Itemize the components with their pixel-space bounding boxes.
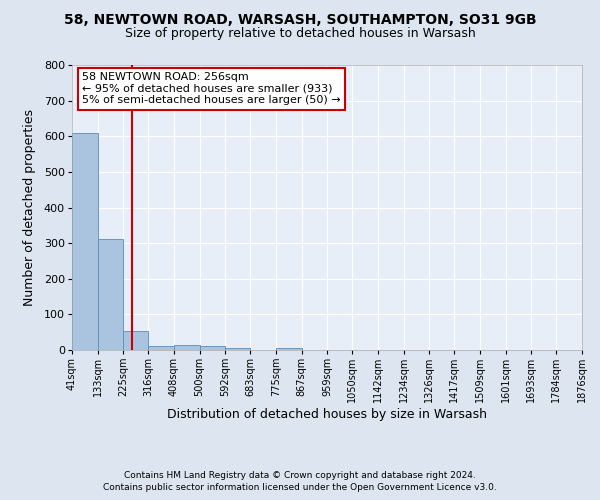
- Text: Size of property relative to detached houses in Warsash: Size of property relative to detached ho…: [125, 28, 475, 40]
- Bar: [123, 332, 148, 350]
- Bar: [174, 346, 200, 350]
- Text: 58 NEWTOWN ROAD: 256sqm
← 95% of detached houses are smaller (933)
5% of semi-de: 58 NEWTOWN ROAD: 256sqm ← 95% of detache…: [82, 72, 341, 106]
- Text: Contains HM Land Registry data © Crown copyright and database right 2024.: Contains HM Land Registry data © Crown c…: [124, 471, 476, 480]
- Bar: [276, 348, 302, 350]
- Bar: [98, 239, 123, 350]
- Bar: [72, 133, 98, 350]
- Bar: [200, 346, 225, 350]
- Bar: [148, 346, 174, 350]
- Bar: [225, 348, 250, 350]
- X-axis label: Distribution of detached houses by size in Warsash: Distribution of detached houses by size …: [167, 408, 487, 421]
- Y-axis label: Number of detached properties: Number of detached properties: [23, 109, 35, 306]
- Text: Contains public sector information licensed under the Open Government Licence v3: Contains public sector information licen…: [103, 484, 497, 492]
- Text: 58, NEWTOWN ROAD, WARSASH, SOUTHAMPTON, SO31 9GB: 58, NEWTOWN ROAD, WARSASH, SOUTHAMPTON, …: [64, 12, 536, 26]
